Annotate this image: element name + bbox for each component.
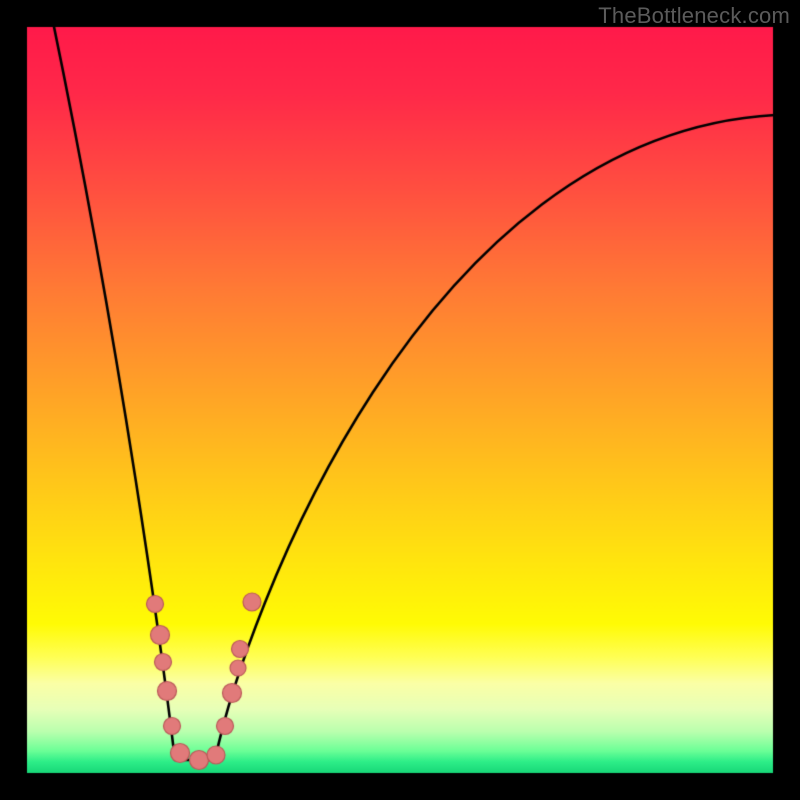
bottleneck-chart-canvas xyxy=(0,0,800,800)
attribution-label: TheBottleneck.com xyxy=(598,3,790,29)
